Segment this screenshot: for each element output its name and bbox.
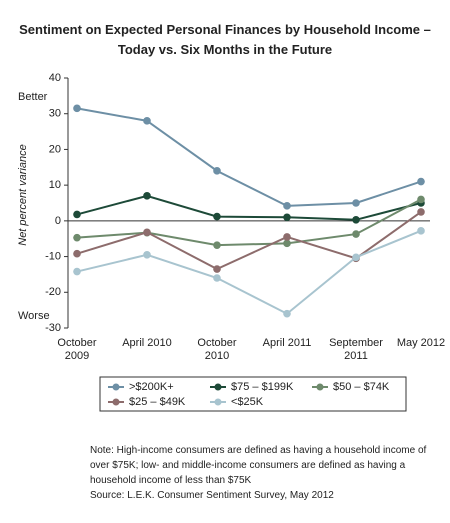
- legend-marker: [316, 383, 324, 391]
- source: Source: L.E.K. Consumer Sentiment Survey…: [90, 490, 334, 501]
- series-line: [76, 211, 422, 271]
- x-tick-label: May 2012: [396, 337, 446, 349]
- point: [143, 250, 151, 259]
- x-tick-label: October 2009: [57, 337, 97, 362]
- point: [73, 267, 81, 276]
- y-tick-label: 10: [49, 179, 61, 191]
- series-line: [76, 194, 422, 221]
- point: [417, 177, 425, 186]
- chart-title: Sentiment on Expected Personal Finances …: [19, 22, 431, 57]
- x-tick-label: April 2011: [262, 337, 312, 349]
- point: [352, 230, 360, 238]
- x-tick-label: April 2010: [122, 337, 172, 349]
- point: [352, 253, 360, 262]
- series-line: [76, 107, 422, 207]
- annotation: Better: [18, 91, 48, 103]
- y-tick-label: 0: [55, 215, 61, 227]
- legend-box: [99, 376, 407, 412]
- y-tick-label: 30: [49, 108, 61, 120]
- point: [213, 212, 221, 221]
- point: [213, 167, 221, 175]
- series-line: [76, 229, 422, 315]
- legend-label: $25 – $49K: [129, 396, 186, 408]
- point: [352, 215, 360, 224]
- note: Note: High-income consumers are defined …: [90, 445, 427, 486]
- point: [417, 195, 425, 204]
- point: [73, 210, 81, 219]
- legend-marker: [112, 383, 120, 391]
- point: [417, 208, 425, 216]
- y-axis-label: Net percent variance: [17, 144, 29, 246]
- legend-marker: [112, 398, 120, 406]
- x-tick-label: October 2010: [197, 337, 237, 362]
- point: [143, 117, 151, 125]
- point: [143, 192, 151, 200]
- point: [283, 309, 291, 318]
- y-tick-label: 20: [49, 143, 61, 155]
- point: [283, 233, 291, 241]
- legend-label: $75 – $199K: [231, 381, 294, 393]
- point: [213, 265, 221, 273]
- point: [73, 249, 81, 258]
- legend-marker: [214, 398, 222, 406]
- point: [283, 202, 291, 210]
- y-tick-label: 40: [49, 72, 61, 84]
- y-tick-label: -10: [45, 250, 61, 262]
- legend-label: $50 – $74K: [333, 381, 390, 393]
- annotation: Worse: [18, 310, 50, 322]
- series-line: [76, 198, 422, 247]
- x-tick-label: September 2011: [329, 337, 383, 362]
- legend-marker: [214, 383, 222, 391]
- legend-label: <$25K: [231, 396, 264, 408]
- point: [213, 241, 221, 249]
- point: [73, 233, 81, 242]
- point: [417, 227, 425, 235]
- point: [352, 199, 360, 207]
- y-tick-label: -20: [45, 286, 61, 298]
- point: [73, 104, 81, 113]
- legend-label: >$200K+: [129, 381, 174, 393]
- point: [283, 213, 291, 222]
- y-tick-label: -30: [45, 322, 61, 334]
- point: [283, 239, 291, 248]
- point: [143, 228, 151, 237]
- point: [213, 274, 221, 282]
